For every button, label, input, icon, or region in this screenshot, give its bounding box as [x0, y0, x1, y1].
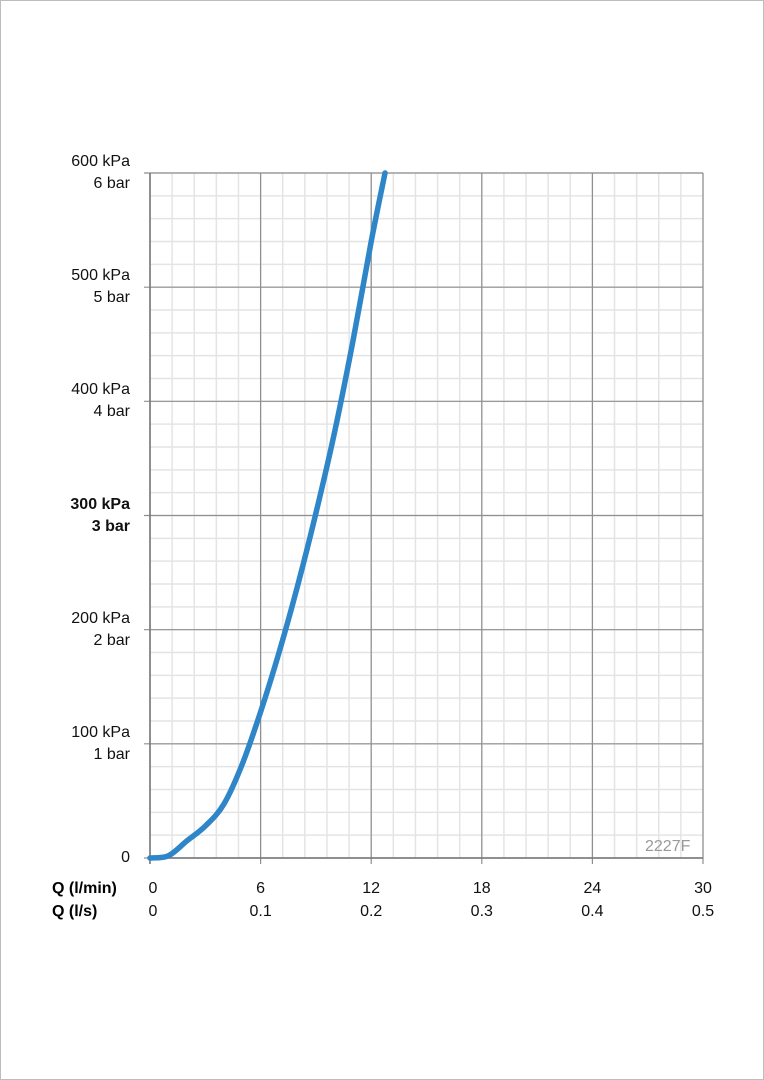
x-tick-label-ls: 0.5: [691, 903, 715, 920]
y-tick-label-bar: 3 bar: [91, 517, 130, 535]
x-tick-label-lmin: 24: [583, 880, 602, 897]
y-tick-label-kpa: 100 kPa: [71, 723, 130, 741]
y-tick-label-bar: 5 bar: [93, 289, 130, 307]
x-tick-label-ls: 0: [148, 903, 158, 920]
y-tick-label-bar: 2 bar: [93, 631, 130, 649]
x-tick-label-ls: 0.3: [470, 903, 493, 920]
x-tick-label-ls: 0.4: [581, 903, 604, 920]
y-tick-label-kpa: 600 kPa: [71, 153, 130, 170]
chart-code-annotation: 2227F: [645, 838, 691, 855]
x-tick-label-lmin: 12: [362, 880, 381, 897]
x-axis-label-lmin: Q (l/min): [52, 880, 117, 897]
y-tick-label-kpa: 300 kPa: [70, 495, 130, 513]
pressure-curve: [147, 170, 388, 861]
y-tick-label-kpa: 500 kPa: [71, 267, 130, 285]
y-tick-label-kpa: 200 kPa: [71, 609, 130, 627]
y-tick-label-kpa: 400 kPa: [71, 381, 130, 399]
x-tick-label-lmin: 18: [472, 880, 491, 897]
x-tick-label-ls: 0.1: [249, 903, 272, 920]
x-axis-label-ls: Q (l/s): [52, 903, 98, 920]
y-tick-label-kpa: 0: [121, 849, 130, 866]
x-tick-label-lmin: 30: [694, 880, 712, 897]
x-tick-label-ls: 0.2: [360, 903, 383, 920]
y-tick-label-bar: 4 bar: [93, 403, 130, 421]
y-tick-label-bar: 1 bar: [93, 745, 130, 763]
y-tick-label-bar: 6 bar: [93, 175, 130, 192]
x-tick-label-lmin: 0: [148, 880, 158, 897]
x-tick-label-lmin: 6: [256, 880, 266, 897]
